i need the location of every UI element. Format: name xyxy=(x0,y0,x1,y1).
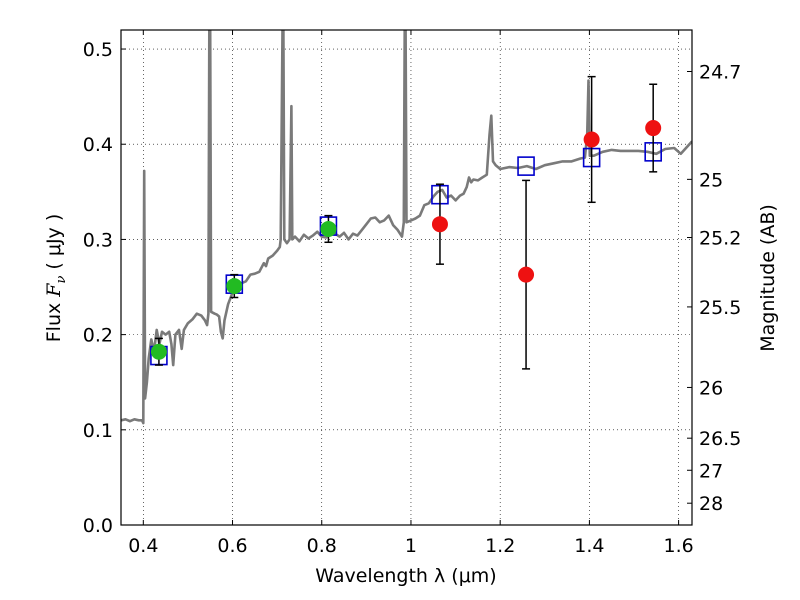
x-tick-label: 1.6 xyxy=(664,535,694,557)
x-tick-label: 0.8 xyxy=(307,535,337,557)
grid-lines xyxy=(121,30,692,525)
y-tick-label: 0.4 xyxy=(83,134,113,156)
y-tick-label: 0.3 xyxy=(83,229,113,251)
x-axis-label: Wavelength λ (μm) xyxy=(315,565,496,587)
right-tick-label: 25.5 xyxy=(699,297,741,319)
y-axis-label-symbol: F xyxy=(43,283,65,298)
x-tick-label: 0.6 xyxy=(217,535,247,557)
right-tick-label: 28 xyxy=(699,493,723,515)
right-axis-label: Magnitude (AB) xyxy=(757,204,779,352)
right-tick-label: 27 xyxy=(699,460,723,482)
y-tick-label: 0.2 xyxy=(83,325,113,347)
data-layer xyxy=(121,30,692,425)
x-tick-label: 1.4 xyxy=(574,535,604,557)
photometry-point xyxy=(431,216,448,233)
right-tick-label: 26 xyxy=(699,377,723,399)
y-axis-label: Flux Fν ( μJy ) xyxy=(43,214,69,343)
y-axis-label-prefix: Flux xyxy=(43,297,65,343)
photometry-point xyxy=(320,220,337,237)
y-axis-label-subscript: ν xyxy=(54,276,69,284)
photometry-point xyxy=(583,131,600,148)
y-tick-label: 0.5 xyxy=(83,39,113,61)
right-tick-label: 24.7 xyxy=(699,62,741,84)
x-tick-label: 0.4 xyxy=(128,535,158,557)
right-tick-label: 25.2 xyxy=(699,228,741,250)
photometry-point xyxy=(518,266,535,283)
photometry-point xyxy=(226,278,243,295)
axis-ticks: 0.4 0.6 0.8 1 1.2 1.4 1.6 0.0 0.1 0.2 0.3 0.4 0.5 24.… xyxy=(83,30,741,557)
y-axis-label-suffix: ( μJy ) xyxy=(43,214,65,276)
right-tick-label: 26.5 xyxy=(699,428,741,450)
photometry-point xyxy=(150,343,167,360)
model-square-marker xyxy=(517,156,535,176)
x-tick-label: 1 xyxy=(405,535,417,557)
x-tick-label: 1.2 xyxy=(485,535,515,557)
plot-frame xyxy=(120,29,693,526)
photometry-point xyxy=(645,120,662,137)
right-tick-label: 25 xyxy=(699,169,723,191)
y-tick-label: 0.1 xyxy=(83,420,113,442)
y-tick-label: 0.0 xyxy=(83,515,113,537)
